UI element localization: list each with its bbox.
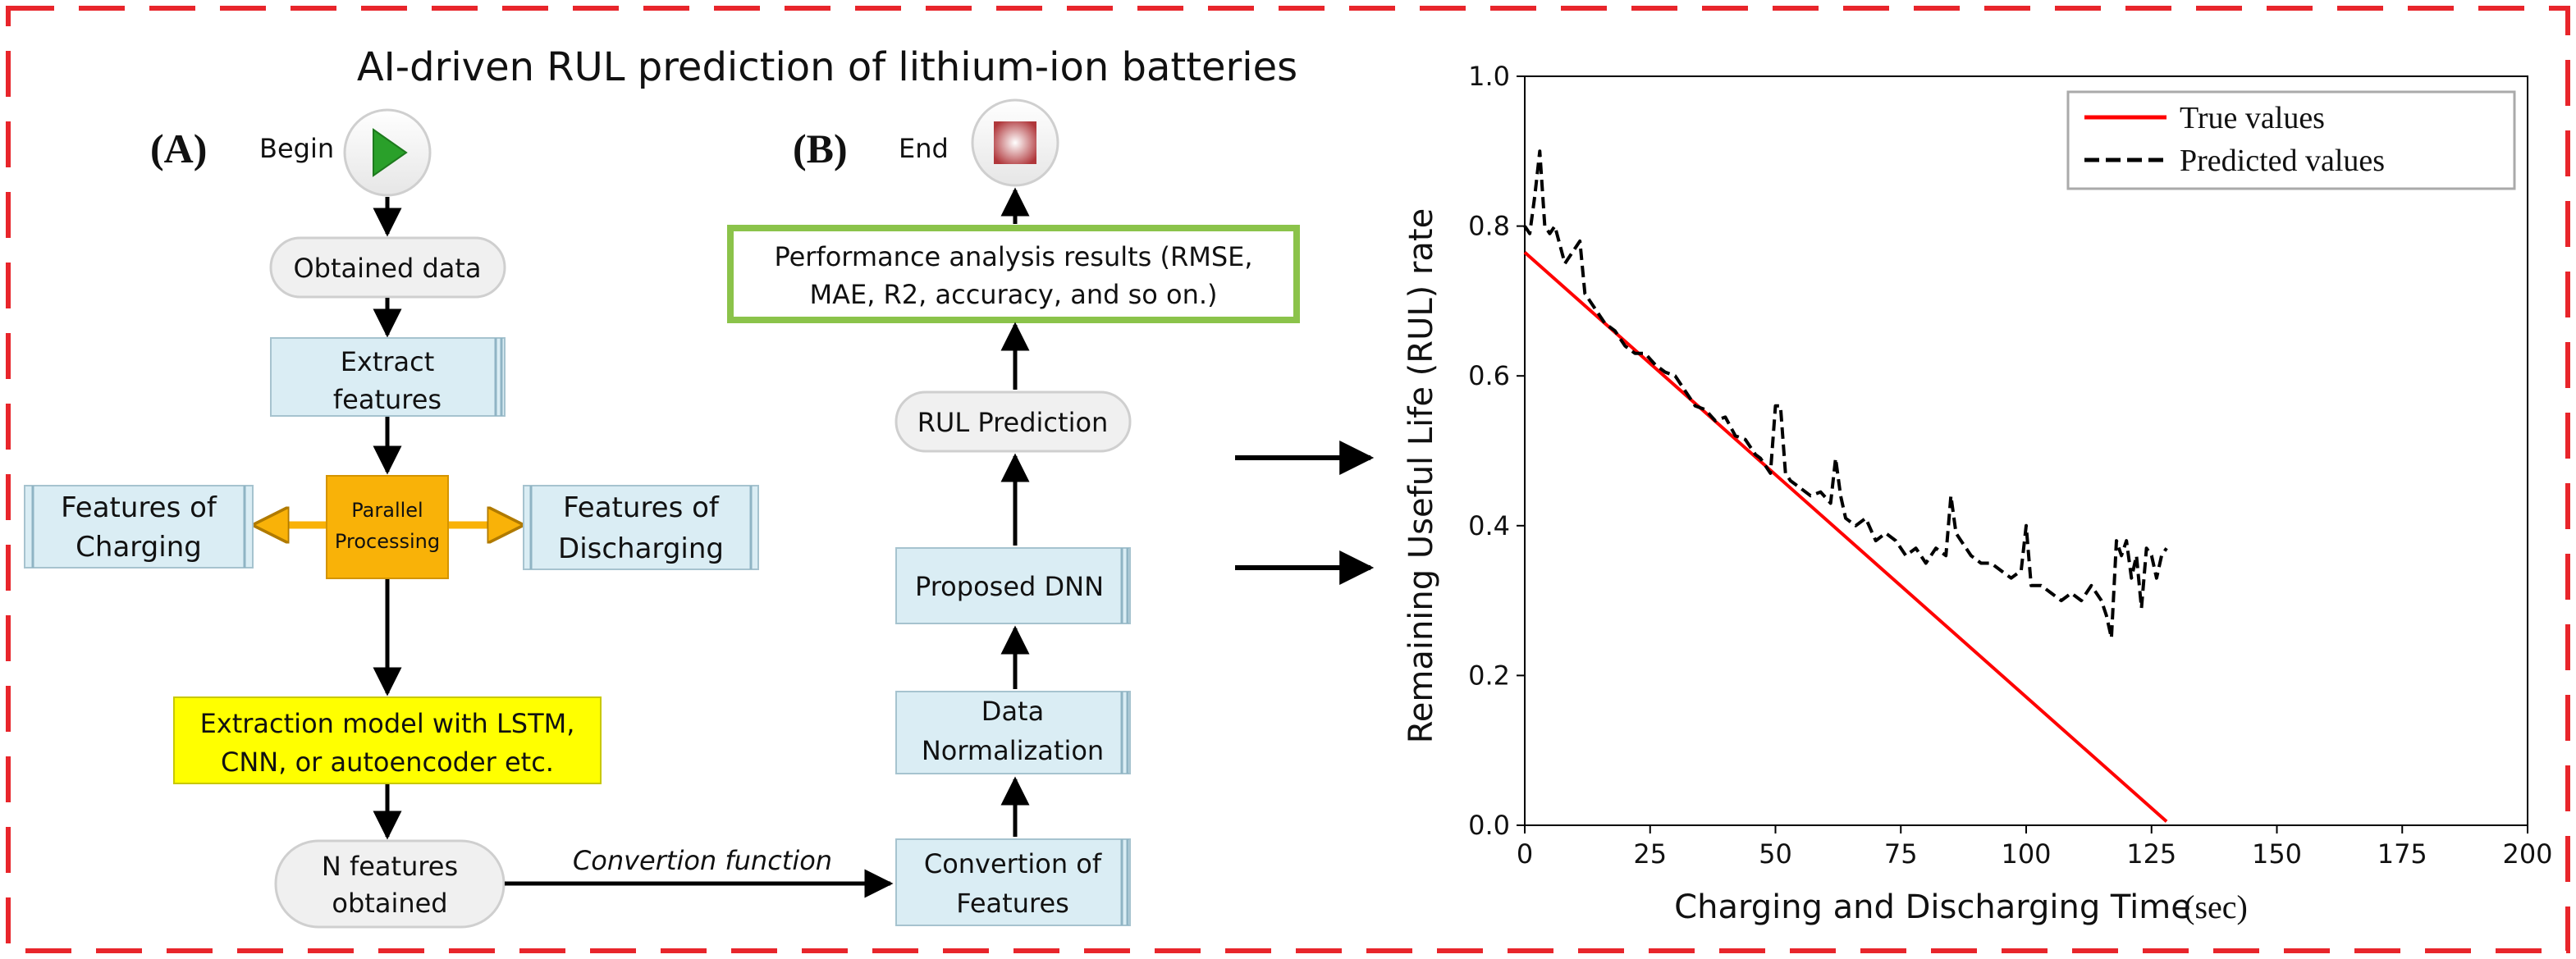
features-charging-node: Features of Charging <box>24 485 254 569</box>
end-node <box>971 98 1059 187</box>
conversion-line2: Features <box>956 888 1069 919</box>
extract-features-line2: features <box>333 384 442 415</box>
parallel-line2: Processing <box>335 530 440 553</box>
normalization-line2: Normalization <box>922 735 1104 766</box>
x-tick-label: 50 <box>1759 838 1792 870</box>
y-tick-label: 0.6 <box>1468 360 1510 391</box>
y-tick-label: 0.2 <box>1468 660 1510 691</box>
charging-line2: Charging <box>75 531 202 564</box>
end-label: End <box>899 133 949 164</box>
begin-node <box>343 108 432 197</box>
stop-icon <box>994 121 1036 164</box>
plot-area <box>1524 75 2528 826</box>
legend-pred-label: Predicted values <box>2180 144 2385 178</box>
parallel-line1: Parallel <box>351 499 423 522</box>
parallel-processing-node: Parallel Processing <box>326 475 449 579</box>
panel-a: (A) Begin Obtained data Extract features… <box>24 108 894 929</box>
dashed-frame <box>6 6 2570 953</box>
extract-features-node: Extract features <box>270 337 506 417</box>
extraction-line2: CNN, or autoencoder etc. <box>221 747 554 778</box>
main-title: AI-driven RUL prediction of lithium-ion … <box>357 44 1297 90</box>
conversion-line1: Convertion of <box>924 848 1102 879</box>
y-tick-label: 1.0 <box>1468 61 1510 92</box>
n-features-line2: obtained <box>332 888 447 919</box>
discharging-line1: Features of <box>563 491 720 524</box>
x-tick-label: 0 <box>1517 838 1533 870</box>
rul-chart: 0 25 50 75 100 125 150 175 200 0.0 0.2 0.4 0.6 0.8 1.0… <box>1402 61 2553 926</box>
features-discharging-node: Features of Discharging <box>523 485 759 570</box>
x-tick-label: 200 <box>2502 838 2552 870</box>
play-icon <box>373 128 408 177</box>
y-tick-label: 0.4 <box>1468 510 1510 541</box>
predicted-values-line <box>1523 149 2168 640</box>
conversion-edge-label: Convertion function <box>573 845 832 876</box>
x-axis-label: Charging and Discharging Time <box>1674 888 2191 926</box>
x-tick-label: 175 <box>2377 838 2427 870</box>
proposed-dnn-text: Proposed DNN <box>915 571 1104 602</box>
proposed-dnn-node: Proposed DNN <box>895 547 1131 624</box>
panel-b-label: (B) <box>793 126 848 171</box>
panel-a-label: (A) <box>150 126 207 171</box>
x-tick-label: 25 <box>1633 838 1667 870</box>
data-normalization-node: Data Normalization <box>895 691 1131 774</box>
obtained-data-text: Obtained data <box>293 253 481 284</box>
performance-node: Performance analysis results (RMSE, MAE,… <box>727 225 1300 323</box>
x-tick-label: 125 <box>2126 838 2176 870</box>
y-axis-label: Remaining Useful Life (RUL) rate <box>1402 208 1440 743</box>
chart-legend: True values Predicted values <box>2066 90 2516 190</box>
y-tick-label: 0.0 <box>1468 810 1510 841</box>
x-tick-label: 75 <box>1884 838 1918 870</box>
normalization-line1: Data <box>981 696 1044 727</box>
obtained-data-node: Obtained data <box>269 236 506 299</box>
x-tick-label: 150 <box>2252 838 2302 870</box>
panel-b: (B) End Performance analysis results (RM… <box>727 98 1375 926</box>
performance-line2: MAE, R2, accuracy, and so on.) <box>809 279 1217 310</box>
y-tick-label: 0.8 <box>1468 211 1510 242</box>
extraction-line1: Extraction model with LSTM, <box>200 708 575 739</box>
n-features-node: N features obtained <box>274 839 506 929</box>
rul-prediction-text: RUL Prediction <box>917 407 1109 438</box>
rul-prediction-node: RUL Prediction <box>895 390 1132 453</box>
conversion-features-node: Convertion of Features <box>895 838 1131 926</box>
n-features-line1: N features <box>322 851 458 882</box>
extraction-model-node: Extraction model with LSTM, CNN, or auto… <box>173 696 602 784</box>
discharging-line2: Discharging <box>558 532 724 565</box>
extract-features-line1: Extract <box>341 346 435 377</box>
x-tick-label: 100 <box>2001 838 2051 870</box>
true-values-line <box>1523 251 2168 823</box>
begin-label: Begin <box>259 133 334 164</box>
x-axis-unit: (sec) <box>2184 888 2248 925</box>
performance-line1: Performance analysis results (RMSE, <box>774 241 1252 272</box>
charging-line1: Features of <box>61 491 217 524</box>
legend-true-label: True values <box>2180 101 2325 135</box>
